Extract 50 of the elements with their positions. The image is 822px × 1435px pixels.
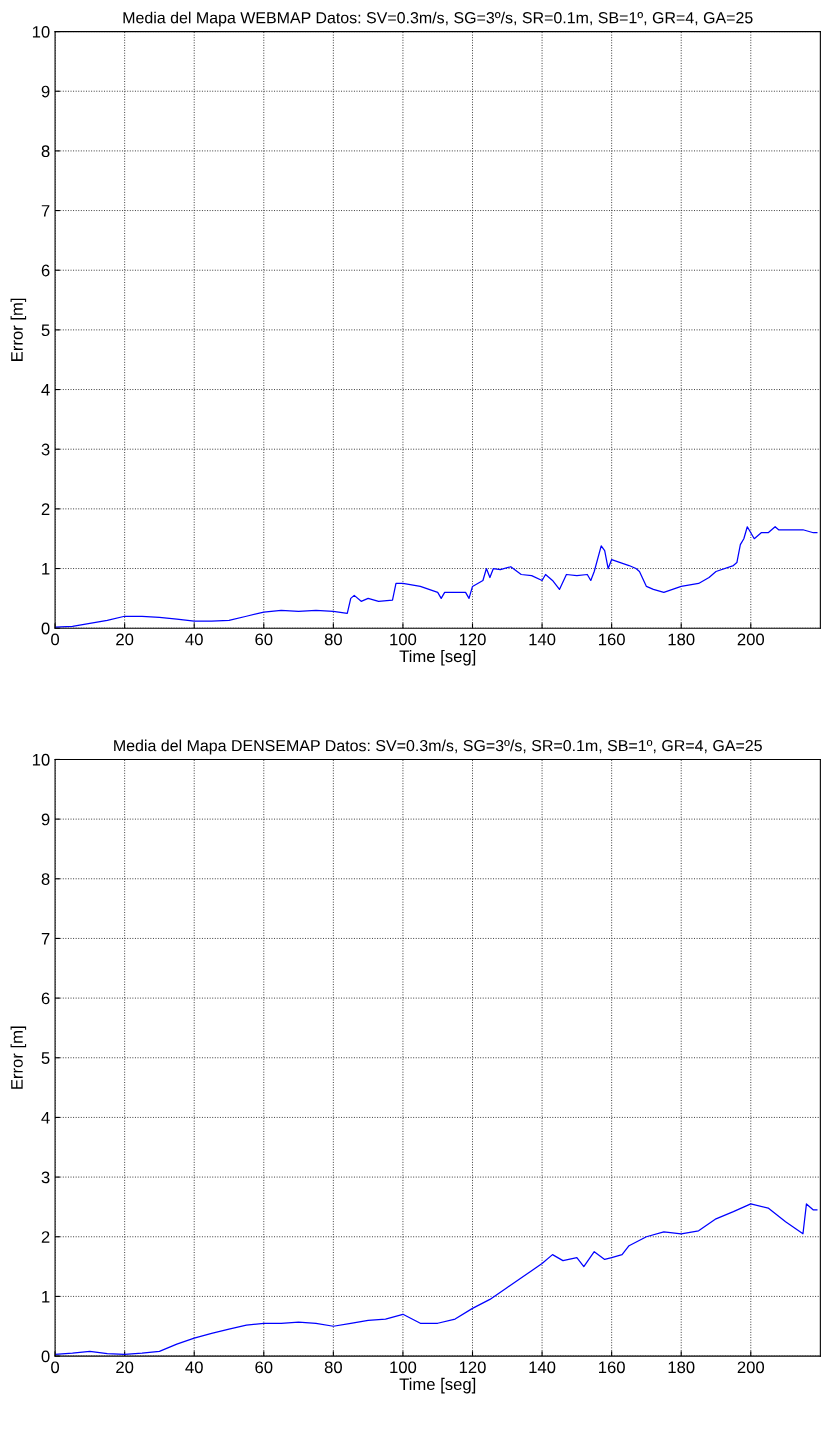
x-tick-label: 200 [737, 633, 765, 646]
y-tick-label: 5 [41, 324, 50, 337]
x-tick-label: 160 [599, 1361, 625, 1374]
x-axis-title: Time [seg] [399, 1377, 476, 1394]
y-tick-label: 8 [41, 145, 50, 158]
x-axis-title: Time [seg] [399, 649, 476, 666]
x-tick-label: 20 [116, 1361, 134, 1374]
y-tick-label: 8 [41, 873, 50, 885]
x-tick-label: 0 [51, 633, 60, 646]
chart-title: Media del Mapa WEBMAP Datos: SV=0.3m/s, SG=3º/s, SR=0.1m, SB=1º, GR=4, GA=25 [123, 11, 753, 27]
x-tick-label: 40 [185, 1361, 203, 1374]
y-tick-label: 0 [41, 622, 50, 635]
y-tick-label: 3 [41, 1171, 50, 1184]
y-tick-label: 2 [41, 1231, 50, 1243]
x-tick-label: 100 [390, 1361, 417, 1374]
x-tick-label: 100 [390, 633, 417, 646]
y-tick-label: 1 [42, 1290, 50, 1303]
x-tick-label: 200 [737, 1361, 765, 1374]
x-tick-label: 0 [51, 1361, 60, 1374]
x-tick-label: 20 [116, 633, 134, 646]
x-tick-label: 60 [255, 633, 273, 646]
x-tick-label: 140 [529, 633, 556, 646]
y-tick-label: 10 [32, 25, 50, 38]
x-tick-label: 60 [255, 1361, 273, 1374]
x-tick-label: 180 [668, 1361, 695, 1374]
y-tick-label: 2 [41, 503, 50, 515]
x-tick-label: 40 [185, 633, 203, 646]
x-tick-label: 80 [324, 633, 342, 646]
y-axis-title: Error [m] [10, 1026, 27, 1089]
y-tick-label: 6 [41, 992, 50, 1005]
y-tick-label: 9 [41, 813, 50, 826]
y-tick-label: 7 [41, 933, 50, 945]
y-tick-label: 4 [41, 384, 50, 396]
x-tick-label: 140 [529, 1361, 556, 1374]
y-tick-label: 1 [42, 563, 50, 575]
x-tick-label: 160 [599, 633, 625, 646]
y-tick-label: 3 [41, 443, 50, 456]
x-tick-label: 120 [459, 1361, 486, 1374]
chart-title: Media del Mapa DENSEMAP Datos: SV=0.3m/s, SG=3º/s, SR=0.1m, SB=1º, GR=4, GA=25 [114, 739, 762, 755]
y-tick-label: 9 [41, 85, 50, 98]
y-tick-label: 5 [41, 1052, 50, 1064]
y-tick-label: 0 [41, 1350, 50, 1363]
x-tick-label: 120 [459, 633, 486, 646]
x-tick-label: 180 [668, 633, 695, 646]
y-tick-label: 6 [41, 264, 50, 277]
y-tick-label: 10 [32, 753, 50, 766]
y-axis-title: Error [m] [10, 298, 27, 361]
y-tick-label: 4 [41, 1112, 50, 1124]
y-tick-label: 7 [41, 205, 50, 217]
x-tick-label: 80 [324, 1361, 342, 1374]
